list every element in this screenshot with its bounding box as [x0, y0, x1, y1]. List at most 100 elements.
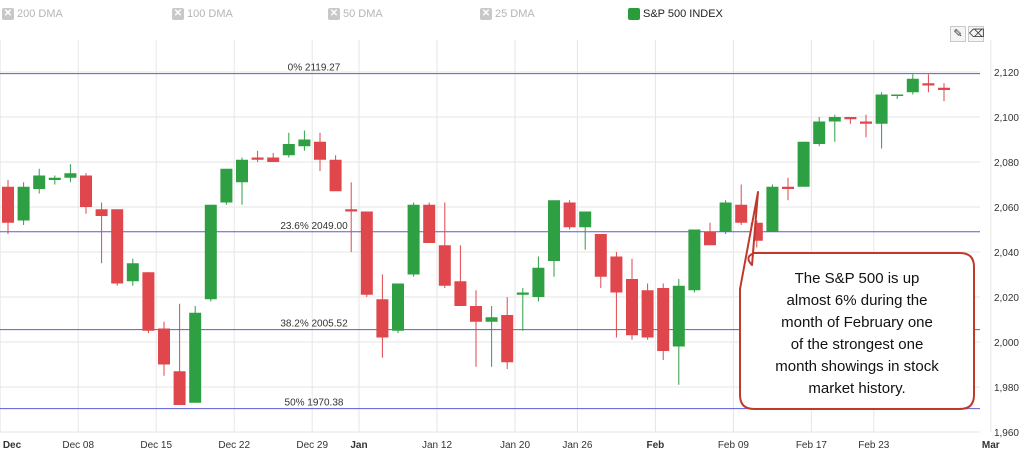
candle — [735, 184, 748, 225]
candle-body — [95, 209, 108, 216]
callout-text-line: of the strongest one — [791, 336, 924, 353]
legend-item[interactable]: S&P 500 INDEX — [628, 6, 723, 22]
x-tick-label: Dec — [3, 440, 22, 451]
candle — [126, 258, 139, 286]
candle — [906, 74, 919, 95]
candle — [610, 252, 623, 338]
candle-body — [532, 267, 545, 297]
candle-body — [407, 204, 420, 275]
legend-item[interactable]: ✕ 200 DMA — [2, 6, 63, 22]
candle-body — [360, 211, 373, 295]
candle-body — [860, 121, 872, 124]
candle — [579, 211, 592, 250]
candle — [594, 234, 607, 288]
x-tick-label: Dec 08 — [62, 440, 94, 451]
candle — [329, 155, 342, 192]
candle — [454, 245, 467, 306]
fib-level-label: 38.2% 2005.52 — [280, 319, 348, 330]
legend-item[interactable]: ✕ 50 DMA — [328, 6, 383, 22]
candle-body — [329, 159, 342, 192]
candle — [95, 202, 108, 264]
x-tick-label: Feb 09 — [718, 440, 750, 451]
candle-body — [563, 202, 576, 228]
x-tick-label: Feb 17 — [796, 440, 828, 451]
candle — [860, 114, 872, 138]
candle — [298, 130, 311, 151]
candle-body — [501, 315, 514, 363]
candle-body — [17, 186, 30, 221]
candle — [189, 306, 202, 403]
candle — [875, 92, 888, 149]
legend-item[interactable]: ✕ 25 DMA — [480, 6, 535, 22]
candle — [844, 117, 857, 124]
candle — [392, 283, 404, 333]
candle-body — [33, 175, 46, 189]
y-tick-label: 2,120 — [994, 68, 1019, 79]
fib-level-label: 50% 1970.38 — [285, 398, 344, 409]
candle — [111, 209, 124, 286]
candle-body — [891, 94, 904, 96]
pencil-icon[interactable]: ✎ — [950, 26, 966, 42]
candle — [719, 200, 732, 234]
y-tick-label: 2,040 — [994, 248, 1019, 259]
x-tick-label: Feb 23 — [858, 440, 890, 451]
candle — [470, 290, 482, 367]
candle-body — [267, 157, 280, 162]
candle — [641, 283, 654, 340]
y-tick-label: 2,060 — [994, 203, 1019, 214]
y-tick-label: 2,080 — [994, 158, 1019, 169]
candle-body — [594, 234, 607, 277]
candle-body — [282, 144, 295, 156]
x-tick-label: Dec 15 — [140, 440, 172, 451]
x-tick-label: Dec 22 — [218, 440, 250, 451]
candle-body — [641, 290, 654, 338]
eraser-icon[interactable]: ⌫ — [968, 26, 985, 42]
candle — [548, 200, 560, 277]
candle — [828, 114, 841, 142]
x-tick-label: Jan 12 — [422, 440, 452, 451]
candle-body — [470, 306, 482, 322]
candle — [782, 177, 794, 201]
candle-body — [126, 263, 139, 282]
candle — [501, 297, 514, 369]
y-tick-label: 1,980 — [994, 383, 1019, 394]
candle — [236, 157, 248, 205]
candle-body — [158, 328, 170, 365]
candle-body — [204, 204, 217, 300]
candle — [282, 132, 295, 158]
candle — [33, 168, 46, 194]
toggle-off-icon: ✕ — [480, 8, 492, 20]
candle — [48, 175, 61, 185]
x-tick-label: Jan 20 — [500, 440, 530, 451]
candle — [813, 117, 826, 147]
candle — [360, 211, 373, 297]
fib-level-label: 0% 2119.27 — [288, 63, 341, 74]
x-tick-label: Feb — [647, 440, 665, 451]
candle-body — [938, 87, 950, 90]
legend-label: S&P 500 INDEX — [643, 8, 723, 20]
axes-layer: 1,960 1,980 2,000 2,020 2,040 2,060 2,080 2,100… — [3, 68, 1020, 451]
chart-toolbar: ✎ ⌫ — [950, 26, 985, 42]
candle — [704, 222, 716, 246]
x-tick-label: Jan 26 — [562, 440, 592, 451]
legend-label: 100 DMA — [187, 8, 233, 20]
candle-body — [672, 285, 685, 347]
candle-body — [548, 200, 560, 261]
candle-body — [688, 229, 701, 291]
candle-body — [782, 186, 794, 189]
callout-bubble — [739, 191, 975, 410]
callout-text-line: month showings in stock — [775, 358, 939, 375]
candles-layer — [2, 74, 950, 405]
candle-body — [516, 292, 529, 295]
candle — [891, 94, 904, 99]
candle-body — [828, 117, 841, 122]
candle — [688, 229, 701, 293]
legend-item[interactable]: ✕ 100 DMA — [172, 6, 233, 22]
candle-body — [376, 299, 389, 338]
callout-text-line: market history. — [808, 380, 905, 397]
toggle-off-icon: ✕ — [328, 8, 340, 20]
candle — [532, 256, 545, 302]
candle — [64, 164, 77, 183]
candle-body — [314, 141, 326, 160]
candle-body — [173, 371, 186, 405]
